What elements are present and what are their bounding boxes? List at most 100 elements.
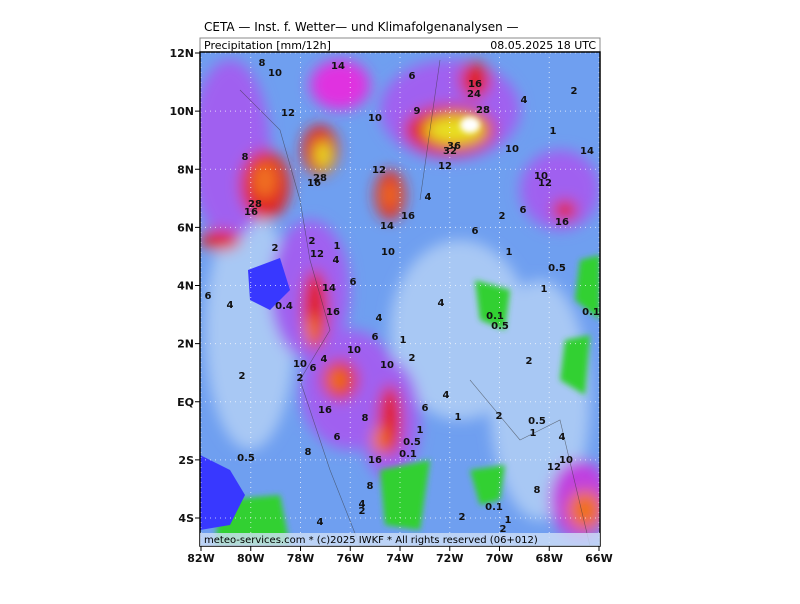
contour-label: 0.1 <box>486 311 504 322</box>
map-field <box>200 52 600 546</box>
contour-label: 10 <box>381 247 395 258</box>
contour-label: 2 <box>500 524 507 535</box>
contour-label: 6 <box>520 205 527 216</box>
x-tick-label: 82W <box>187 552 214 565</box>
footer-box <box>200 533 600 546</box>
x-tick-label: 76W <box>337 552 364 565</box>
contour-label: 6 <box>205 291 212 302</box>
contour-label: 10 <box>268 68 282 79</box>
contour-label: 2 <box>297 373 304 384</box>
contour-label: 24 <box>467 89 481 100</box>
contour-label: 2 <box>239 371 246 382</box>
contour-label: 8 <box>534 485 541 496</box>
contour-label: 14 <box>322 283 336 294</box>
valid-time: 08.05.2025 18 UTC <box>490 39 596 52</box>
contour-label: 2 <box>272 243 279 254</box>
contour-label: 14 <box>580 146 594 157</box>
contour-label: 12 <box>438 161 452 172</box>
contour-label: 10 <box>347 345 361 356</box>
contour-label: 16 <box>326 307 340 318</box>
contour-label: 10 <box>559 455 573 466</box>
contour-label: 2 <box>499 211 506 222</box>
contour-label: 2 <box>409 353 416 364</box>
contour-label: 4 <box>559 432 566 443</box>
contour-label: 4 <box>321 354 328 365</box>
contour-label: 4 <box>333 255 340 266</box>
contour-label: 0.5 <box>237 453 255 464</box>
contour-label: 8 <box>259 58 266 69</box>
contour-label: 2 <box>526 356 533 367</box>
contour-label: 6 <box>334 432 341 443</box>
y-tick-label: 4S <box>178 512 194 525</box>
y-tick-label: 2N <box>177 338 194 351</box>
x-tick-label: 78W <box>287 552 314 565</box>
contour-label: 10 <box>293 359 307 370</box>
contour-label: 16 <box>468 79 482 90</box>
x-tick-label: 70W <box>486 552 513 565</box>
x-tick-label: 66W <box>585 552 612 565</box>
y-tick-label: 10N <box>169 105 194 118</box>
contour-label: 1 <box>541 284 548 295</box>
contour-label: 16 <box>555 217 569 228</box>
contour-label: 0.5 <box>528 416 546 427</box>
contour-label: 6 <box>310 363 317 374</box>
contour-label: 2 <box>496 411 503 422</box>
contour-label: 28 <box>313 173 327 184</box>
contour-label: 16 <box>318 405 332 416</box>
graticule <box>195 52 600 551</box>
contour-label: 12 <box>310 249 324 260</box>
contour-label: 2 <box>459 512 466 523</box>
contour-label: 0.1 <box>399 449 417 460</box>
parameter: Precipitation [mm/12h] <box>204 39 331 52</box>
x-tick-label: 68W <box>536 552 563 565</box>
contour-label: 28 <box>476 105 490 116</box>
contour-label: 0.5 <box>403 437 421 448</box>
contour-label: 1 <box>417 425 424 436</box>
contour-label: 2 <box>571 86 578 97</box>
contour-label: 16 <box>401 211 415 222</box>
contour-label: 0.4 <box>275 301 293 312</box>
contour-label: 4 <box>227 300 234 311</box>
contour-label: 6 <box>422 403 429 414</box>
x-tick-label: 72W <box>436 552 463 565</box>
contour-label: 4 <box>425 192 432 203</box>
contour-label: 1 <box>506 247 513 258</box>
contour-label: 1 <box>455 412 462 423</box>
contour-label: 12 <box>281 108 295 119</box>
contour-label: 16 <box>307 178 321 189</box>
contour-label: 14 <box>380 221 394 232</box>
contour-label: 8 <box>362 413 369 424</box>
contour-label: 6 <box>350 277 357 288</box>
contour-label: 1 <box>505 515 512 526</box>
contour-label: 12 <box>372 165 386 176</box>
x-tick-label: 80W <box>237 552 264 565</box>
contour-label: 10 <box>534 171 548 182</box>
contour-label: 10 <box>380 360 394 371</box>
contour-label: 0.5 <box>491 321 509 332</box>
contour-label: 2 <box>309 236 316 247</box>
y-tick-label: 12N <box>169 47 194 60</box>
contour-label: 8 <box>242 152 249 163</box>
y-tick-label: 2S <box>178 454 194 467</box>
contour-label: 12 <box>538 178 552 189</box>
contour-label: 32 <box>443 146 457 157</box>
contour-label: 36 <box>447 141 461 152</box>
contour-label: 0.1 <box>582 307 600 318</box>
contour-label: 10 <box>505 144 519 155</box>
contour-label: 1 <box>550 126 557 137</box>
contour-label: 4 <box>438 298 445 309</box>
contour-label: 12 <box>547 462 561 473</box>
contour-label: 4 <box>443 390 450 401</box>
footer: meteo-services.com * (c)2025 IWKF * All … <box>204 535 538 546</box>
x-tick-label: 74W <box>386 552 413 565</box>
title: CETA — Inst. f. Wetter— und Klimafolgena… <box>204 20 519 34</box>
contour-label: 8 <box>305 447 312 458</box>
y-tick-label: 4N <box>177 280 194 293</box>
contour-label: 6 <box>372 332 379 343</box>
contour-label: 16 <box>368 455 382 466</box>
contour-label: 4 <box>376 313 383 324</box>
contour-label: 9 <box>414 106 421 117</box>
